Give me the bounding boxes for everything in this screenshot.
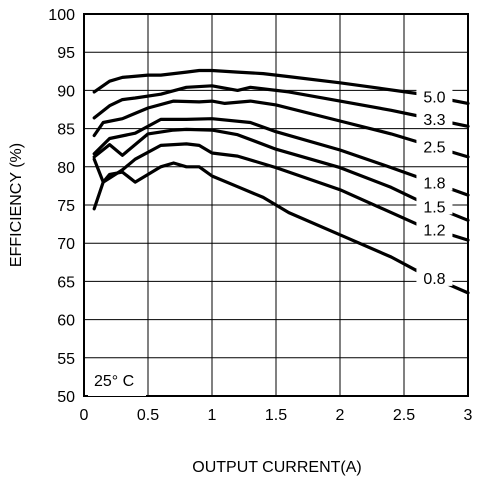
series-line [92, 68, 470, 106]
y-tick-label: 80 [57, 160, 75, 177]
series-label-backdrop [416, 173, 453, 191]
x-axis-label: OUTPUT CURRENT(A) [192, 459, 361, 476]
y-tick-label: 95 [57, 45, 75, 62]
series-line [92, 84, 470, 128]
x-tick-label: 1 [208, 407, 217, 424]
series-label-backdrop [416, 110, 453, 128]
y-tick-label: 65 [57, 274, 75, 291]
series-label: 3.3 [423, 112, 445, 129]
y-tick-label: 60 [57, 313, 75, 330]
series-label: 5.0 [423, 90, 445, 107]
y-tick-label: 50 [57, 389, 75, 406]
x-tick-label: 2.5 [393, 407, 415, 424]
y-tick-label: 70 [57, 236, 75, 253]
y-tick-label: 85 [57, 122, 75, 139]
series-line [92, 99, 470, 159]
y-tick-label: 75 [57, 198, 75, 215]
temperature-annotation: 25° C [94, 373, 134, 390]
series-label-backdrop [416, 220, 453, 238]
series-lines [92, 68, 470, 295]
y-tick-label: 55 [57, 351, 75, 368]
series-line [92, 117, 470, 197]
x-tick-label: 1.5 [265, 407, 287, 424]
x-tick-label: 0.5 [137, 407, 159, 424]
series-line [92, 161, 470, 295]
x-tick-label: 2 [336, 407, 345, 424]
y-tick-label: 90 [57, 83, 75, 100]
series-label: 1.2 [423, 222, 445, 239]
series-label-backdrop [416, 268, 453, 286]
series-label: 2.5 [423, 140, 445, 157]
y-tick-labels: 50 55 60 65 70 75 80 85 90 95 100 [48, 7, 75, 406]
series-label: 1.5 [423, 199, 445, 216]
series-label: 0.8 [423, 271, 445, 288]
x-tick-labels: 0 0.5 1 1.5 2 2.5 3 [80, 407, 473, 424]
x-tick-label: 3 [464, 407, 473, 424]
series-label: 1.8 [423, 176, 445, 193]
series-label-backdrop [416, 137, 453, 155]
plot-frame [83, 13, 469, 397]
y-tick-label: 100 [48, 7, 75, 24]
annotation-box [88, 363, 146, 396]
series-labels: 5.0 3.3 2.5 1.8 1.5 1.2 0.8 [416, 87, 453, 288]
series-label-backdrop [416, 197, 453, 215]
y-axis-label: EFFICIENCY (%) [8, 143, 25, 267]
series-line [92, 142, 470, 242]
x-tick-label: 0 [80, 407, 89, 424]
series-line [92, 127, 470, 222]
series-label-backdrop [416, 87, 453, 105]
